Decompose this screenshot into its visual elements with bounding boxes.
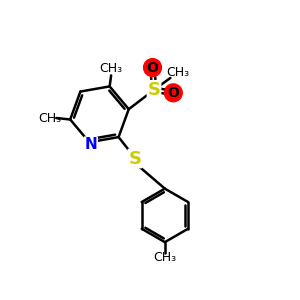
Text: N: N (84, 137, 97, 152)
Text: O: O (167, 86, 179, 100)
Text: CH₃: CH₃ (100, 62, 123, 75)
Text: CH₃: CH₃ (38, 112, 61, 124)
Text: CH₃: CH₃ (166, 65, 189, 79)
Circle shape (164, 84, 182, 102)
Text: S: S (148, 81, 160, 99)
Text: S: S (128, 149, 141, 167)
Text: CH₃: CH₃ (153, 251, 176, 264)
Text: O: O (147, 61, 158, 75)
Circle shape (144, 58, 161, 76)
